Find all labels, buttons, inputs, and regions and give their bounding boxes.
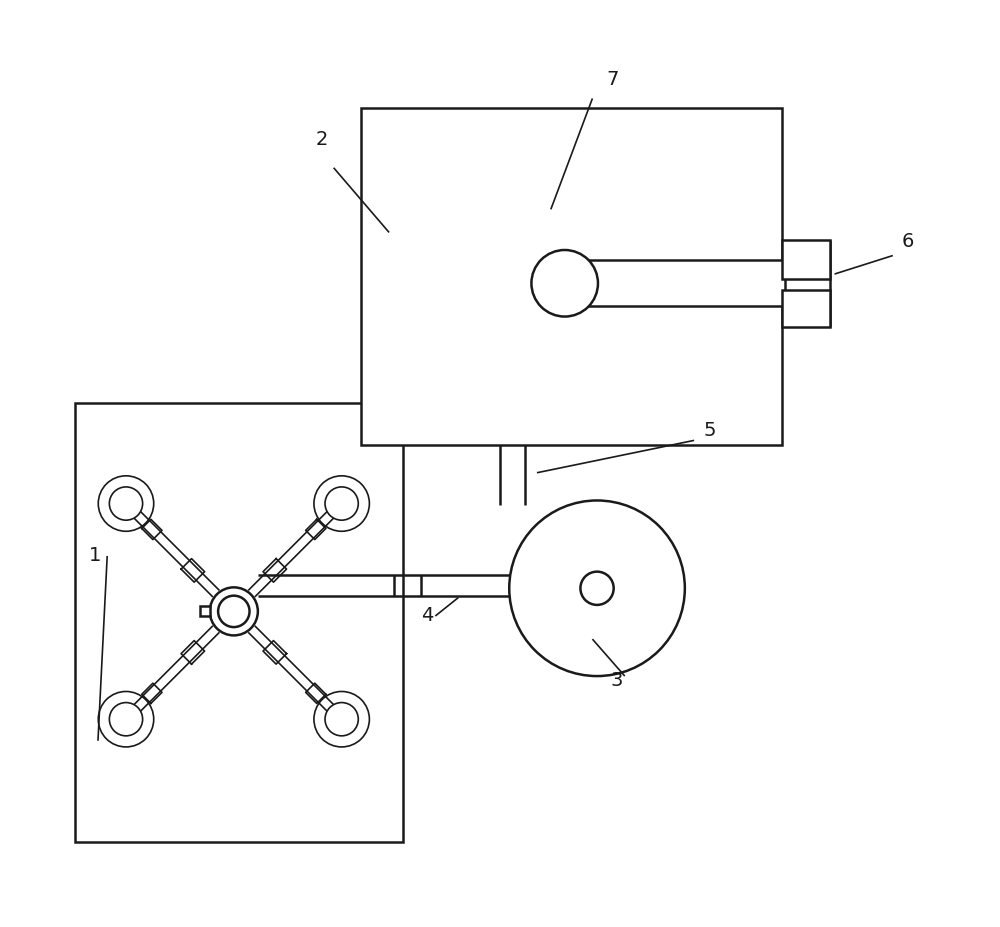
Bar: [782, 240, 830, 279]
Text: 7: 7: [606, 70, 619, 89]
Circle shape: [314, 692, 369, 747]
Text: 3: 3: [611, 671, 623, 690]
Circle shape: [218, 596, 250, 627]
Circle shape: [580, 572, 614, 605]
Circle shape: [325, 703, 358, 736]
Circle shape: [210, 588, 258, 635]
Text: 4: 4: [421, 606, 434, 625]
Circle shape: [509, 501, 685, 676]
Text: 1: 1: [89, 546, 101, 565]
Bar: [565, 260, 785, 307]
Circle shape: [109, 703, 143, 736]
Bar: [782, 290, 830, 326]
Text: 6: 6: [902, 232, 914, 251]
Circle shape: [314, 476, 369, 531]
Bar: [361, 108, 782, 445]
Circle shape: [109, 487, 143, 520]
Circle shape: [325, 487, 358, 520]
Circle shape: [98, 692, 154, 747]
Text: 2: 2: [315, 131, 328, 149]
Bar: [75, 403, 403, 843]
Text: 5: 5: [703, 422, 716, 440]
Bar: [200, 606, 210, 616]
Circle shape: [531, 250, 598, 316]
Circle shape: [98, 476, 154, 531]
